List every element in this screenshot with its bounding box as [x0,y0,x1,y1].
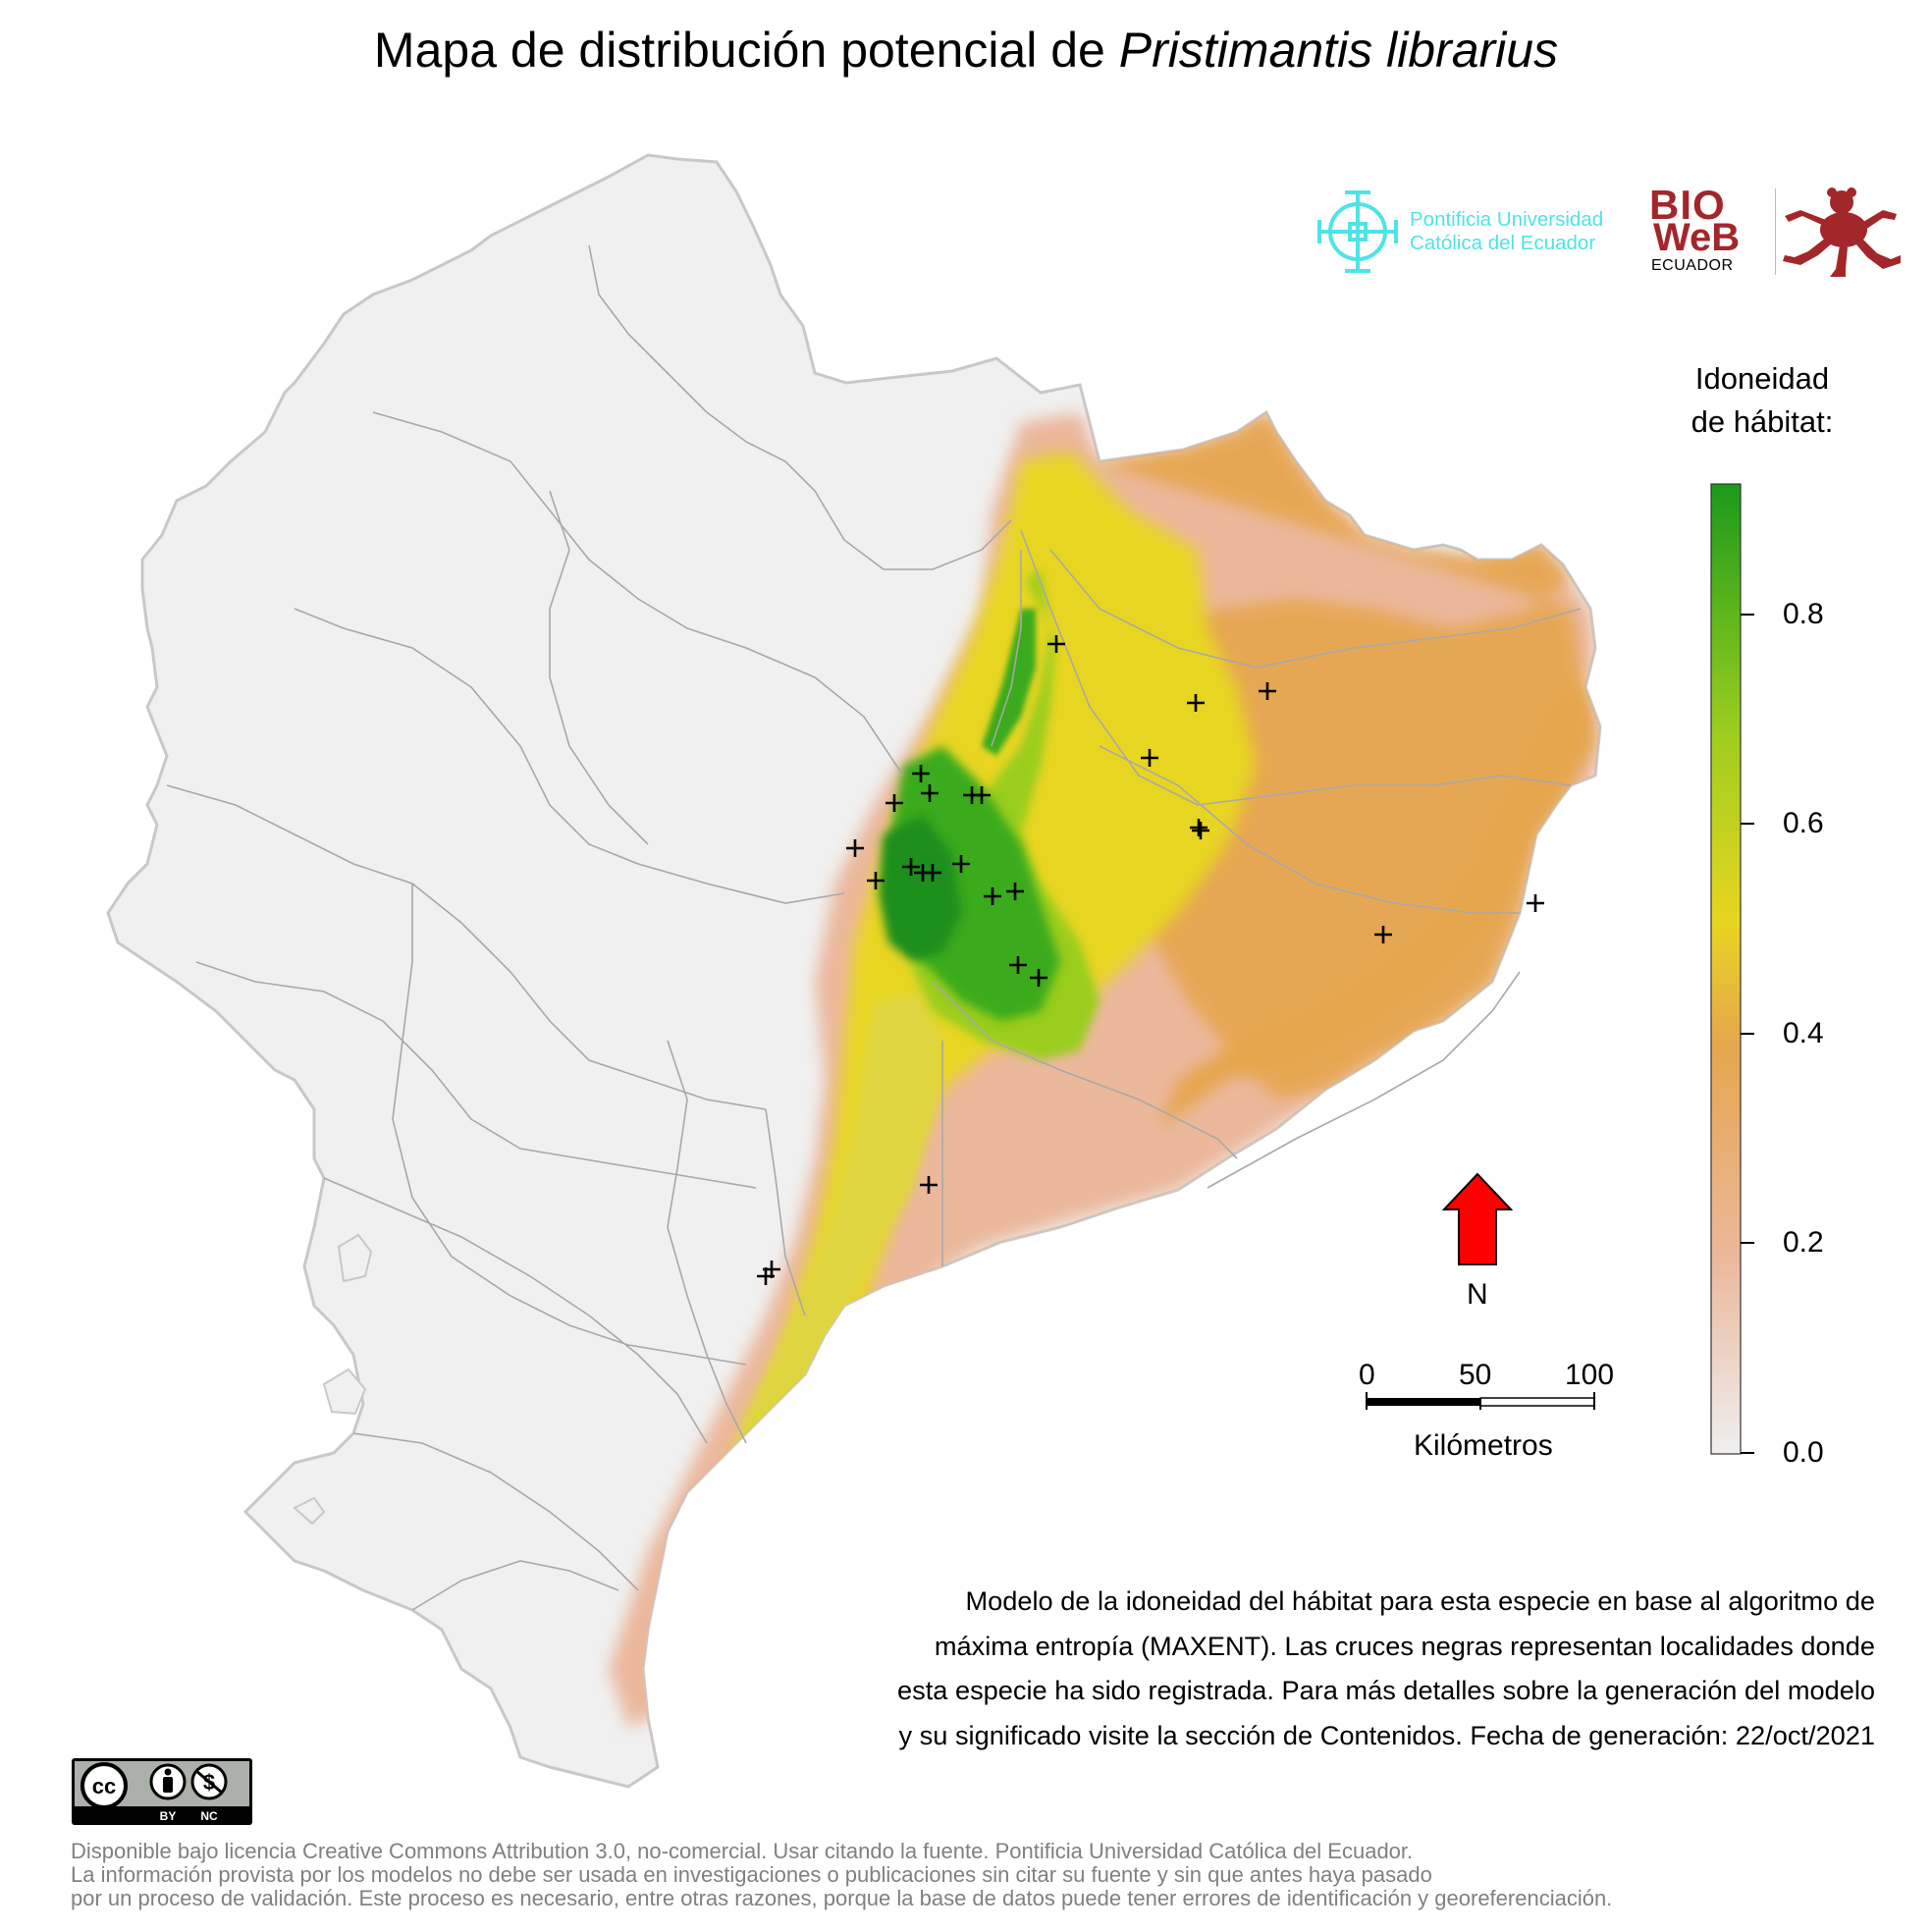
license-text: Disponible bajo licencia Creative Common… [71,1840,1612,1910]
legend-colorbar [1710,483,1754,1455]
north-label: N [1467,1278,1488,1311]
cc-mark: cc [92,1774,116,1798]
bioweb-word-bio: BIO [1649,182,1726,228]
map-description: Modelo de la idoneidad del hábitat para … [697,1579,1875,1757]
occurrence-marker [1006,883,1024,900]
occurrence-marker [1009,956,1027,974]
occurrence-marker [1374,926,1392,943]
occurrence-marker [924,864,941,882]
occurrence-marker [912,765,930,782]
occurrence-markers [757,635,1544,1285]
description-line: Modelo de la idoneidad del hábitat para … [965,1585,1875,1616]
occurrence-marker [1047,635,1065,653]
scale-unit: Kilómetros [1414,1429,1553,1462]
occurrence-marker [1187,694,1205,712]
description-line: y su significado visite la sección de Co… [898,1719,1875,1750]
legend-title-line2: de hábitat: [1690,404,1834,439]
suitability-layer [609,412,1600,1728]
puce-logo: Pontificia Universidad Católica del Ecua… [1315,185,1649,279]
bioweb-word-web: WeB [1653,216,1741,259]
occurrence-marker [757,1267,775,1285]
occurrence-marker [1259,682,1276,700]
occurrence-marker [984,887,1001,905]
bioweb-logo: BIO WeB ECUADOR [1649,183,1905,281]
description-line: máxima entropía (MAXENT). Las cruces neg… [934,1630,1875,1661]
description-line: esta especie ha sido registrada. Para má… [897,1675,1875,1705]
legend-tick-label: 0.8 [1783,598,1824,630]
occurrence-marker [867,872,885,889]
province-borders [166,244,1582,1611]
occurrence-marker [1030,969,1047,987]
occurrence-marker [920,1176,938,1194]
cc-by-nc-icon: cc $ BY NC [72,1758,252,1825]
occurrence-marker [921,784,939,802]
scale-label-50: 50 [1459,1359,1492,1391]
cc-nc-label: NC [200,1809,218,1823]
license-line: La información provista por los modelos … [71,1862,1432,1887]
legend-title: Idoneidad de hábitat: [1639,357,1885,444]
scale-bar [1366,1392,1595,1410]
species-name: Pristimantis librarius [1118,23,1559,78]
occurrence-marker [1190,819,1208,836]
puce-name: Pontificia Universidad Católica del Ecua… [1410,208,1603,255]
puce-cross-icon [1317,190,1398,273]
occurrence-marker [902,858,920,876]
bioweb-word-ecuador: ECUADOR [1651,257,1734,274]
license-line: por un proceso de validación. Este proce… [71,1886,1613,1910]
north-arrow-icon [1441,1172,1514,1265]
page-title: Mapa de distribución potencial de Pristi… [0,22,1932,79]
occurrence-marker [1141,749,1158,767]
cc-license-badge[interactable]: cc $ BY NC [71,1757,253,1826]
occurrence-marker [886,794,903,812]
puce-line2: Católica del Ecuador [1410,232,1596,254]
occurrence-marker [1192,822,1209,839]
occurrence-marker [973,786,991,804]
cc-by-label: BY [160,1809,177,1823]
bioweb-divider [1775,188,1776,275]
legend-tick-label: 0.6 [1783,807,1824,839]
legend-tick-label: 0.4 [1783,1017,1824,1049]
legend-tick-label: 0.2 [1783,1226,1824,1259]
occurrence-marker [952,855,970,873]
scale-label-100: 100 [1565,1359,1615,1391]
legend-title-line1: Idoneidad [1694,361,1830,396]
occurrence-marker [1527,894,1544,912]
occurrence-marker [846,839,864,857]
legend-tick-label: 0.0 [1783,1436,1824,1469]
scale-label-0: 0 [1359,1359,1375,1391]
puce-line1: Pontificia Universidad [1410,208,1604,231]
title-prefix: Mapa de distribución potencial de [373,23,1119,78]
frog-icon [1783,188,1901,277]
license-line: Disponible bajo licencia Creative Common… [71,1839,1414,1863]
